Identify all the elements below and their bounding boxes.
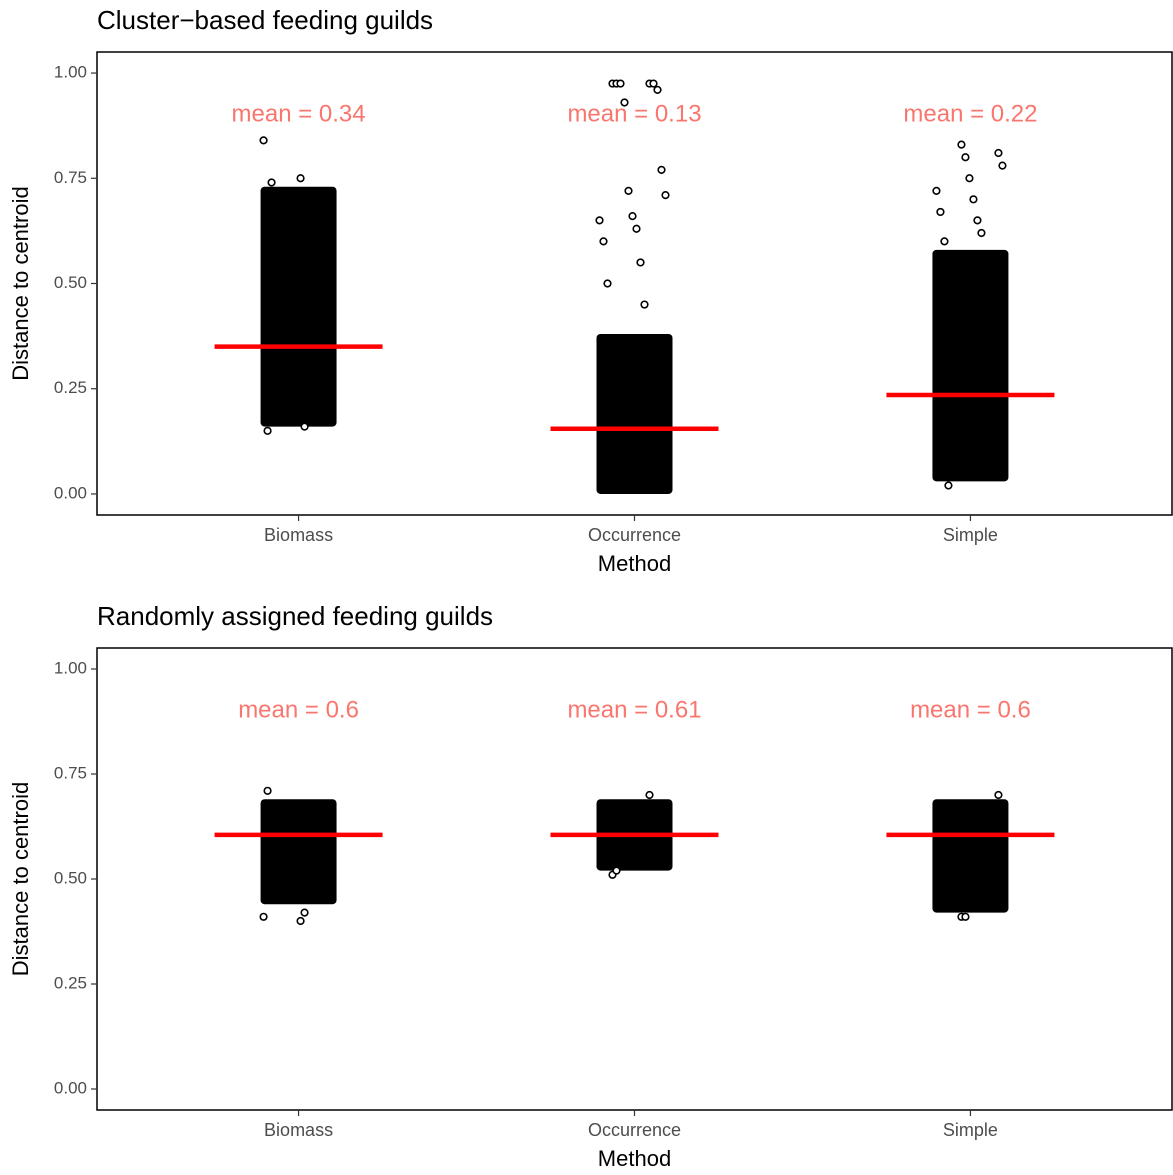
- mean-annotation: mean = 0.6: [910, 696, 1031, 723]
- point: [612, 866, 621, 875]
- x-tick-label: Occurrence: [588, 1120, 681, 1140]
- point: [624, 186, 633, 195]
- y-tick-label: 0.25: [54, 378, 87, 397]
- panel-title: Randomly assigned feeding guilds: [97, 601, 493, 631]
- point-cloud: [260, 186, 337, 427]
- x-axis-label: Method: [598, 551, 671, 576]
- point: [636, 258, 645, 267]
- point: [653, 85, 662, 94]
- point: [263, 426, 272, 435]
- point: [998, 161, 1007, 170]
- point: [649, 79, 658, 88]
- mean-annotation: mean = 0.22: [903, 100, 1037, 127]
- point: [973, 216, 982, 225]
- point: [957, 140, 966, 149]
- point: [300, 908, 309, 917]
- point: [661, 191, 670, 200]
- point: [628, 212, 637, 221]
- point: [616, 79, 625, 88]
- point-cloud: [596, 334, 673, 494]
- x-tick-label: Simple: [943, 525, 998, 545]
- y-axis-label: Distance to centroid: [8, 186, 33, 380]
- point: [994, 148, 1003, 158]
- y-tick-label: 0.00: [54, 483, 87, 502]
- point: [300, 422, 309, 431]
- y-tick-label: 0.75: [54, 168, 87, 187]
- point: [620, 98, 629, 107]
- point-cloud: [932, 799, 1009, 913]
- point: [645, 790, 654, 800]
- y-tick-label: 0.50: [54, 868, 87, 887]
- point: [977, 228, 986, 238]
- y-tick-label: 0.25: [54, 973, 87, 992]
- point: [640, 300, 649, 309]
- point: [961, 153, 970, 162]
- point: [932, 186, 941, 195]
- point: [944, 481, 953, 490]
- point-cloud: [932, 249, 1009, 482]
- point: [259, 912, 268, 921]
- mean-annotation: mean = 0.61: [567, 696, 701, 723]
- y-tick-label: 0.50: [54, 273, 87, 292]
- point: [263, 786, 272, 795]
- y-axis-label: Distance to centroid: [8, 782, 33, 976]
- point: [940, 237, 949, 246]
- mean-annotation: mean = 0.13: [567, 100, 701, 127]
- point: [969, 195, 978, 204]
- point: [603, 279, 612, 288]
- mean-annotation: mean = 0.34: [232, 100, 366, 127]
- point: [267, 178, 276, 187]
- y-tick-label: 0.00: [54, 1078, 87, 1097]
- point: [296, 174, 305, 183]
- x-tick-label: Biomass: [264, 525, 333, 545]
- point: [599, 237, 608, 246]
- point: [259, 136, 268, 145]
- y-tick-label: 1.00: [54, 658, 87, 677]
- point-cloud: [260, 799, 337, 905]
- x-axis-label: Method: [598, 1146, 671, 1171]
- y-tick-label: 1.00: [54, 63, 87, 82]
- point: [657, 165, 666, 174]
- point: [994, 790, 1003, 800]
- point: [961, 912, 970, 921]
- panel-title: Cluster−based feeding guilds: [97, 5, 433, 35]
- x-tick-label: Simple: [943, 1120, 998, 1140]
- point: [296, 916, 305, 926]
- mean-annotation: mean = 0.6: [238, 696, 359, 723]
- x-tick-label: Occurrence: [588, 525, 681, 545]
- point: [632, 224, 641, 233]
- point: [595, 216, 604, 225]
- x-tick-label: Biomass: [264, 1120, 333, 1140]
- point: [965, 174, 974, 183]
- point: [936, 207, 945, 217]
- y-tick-label: 0.75: [54, 763, 87, 782]
